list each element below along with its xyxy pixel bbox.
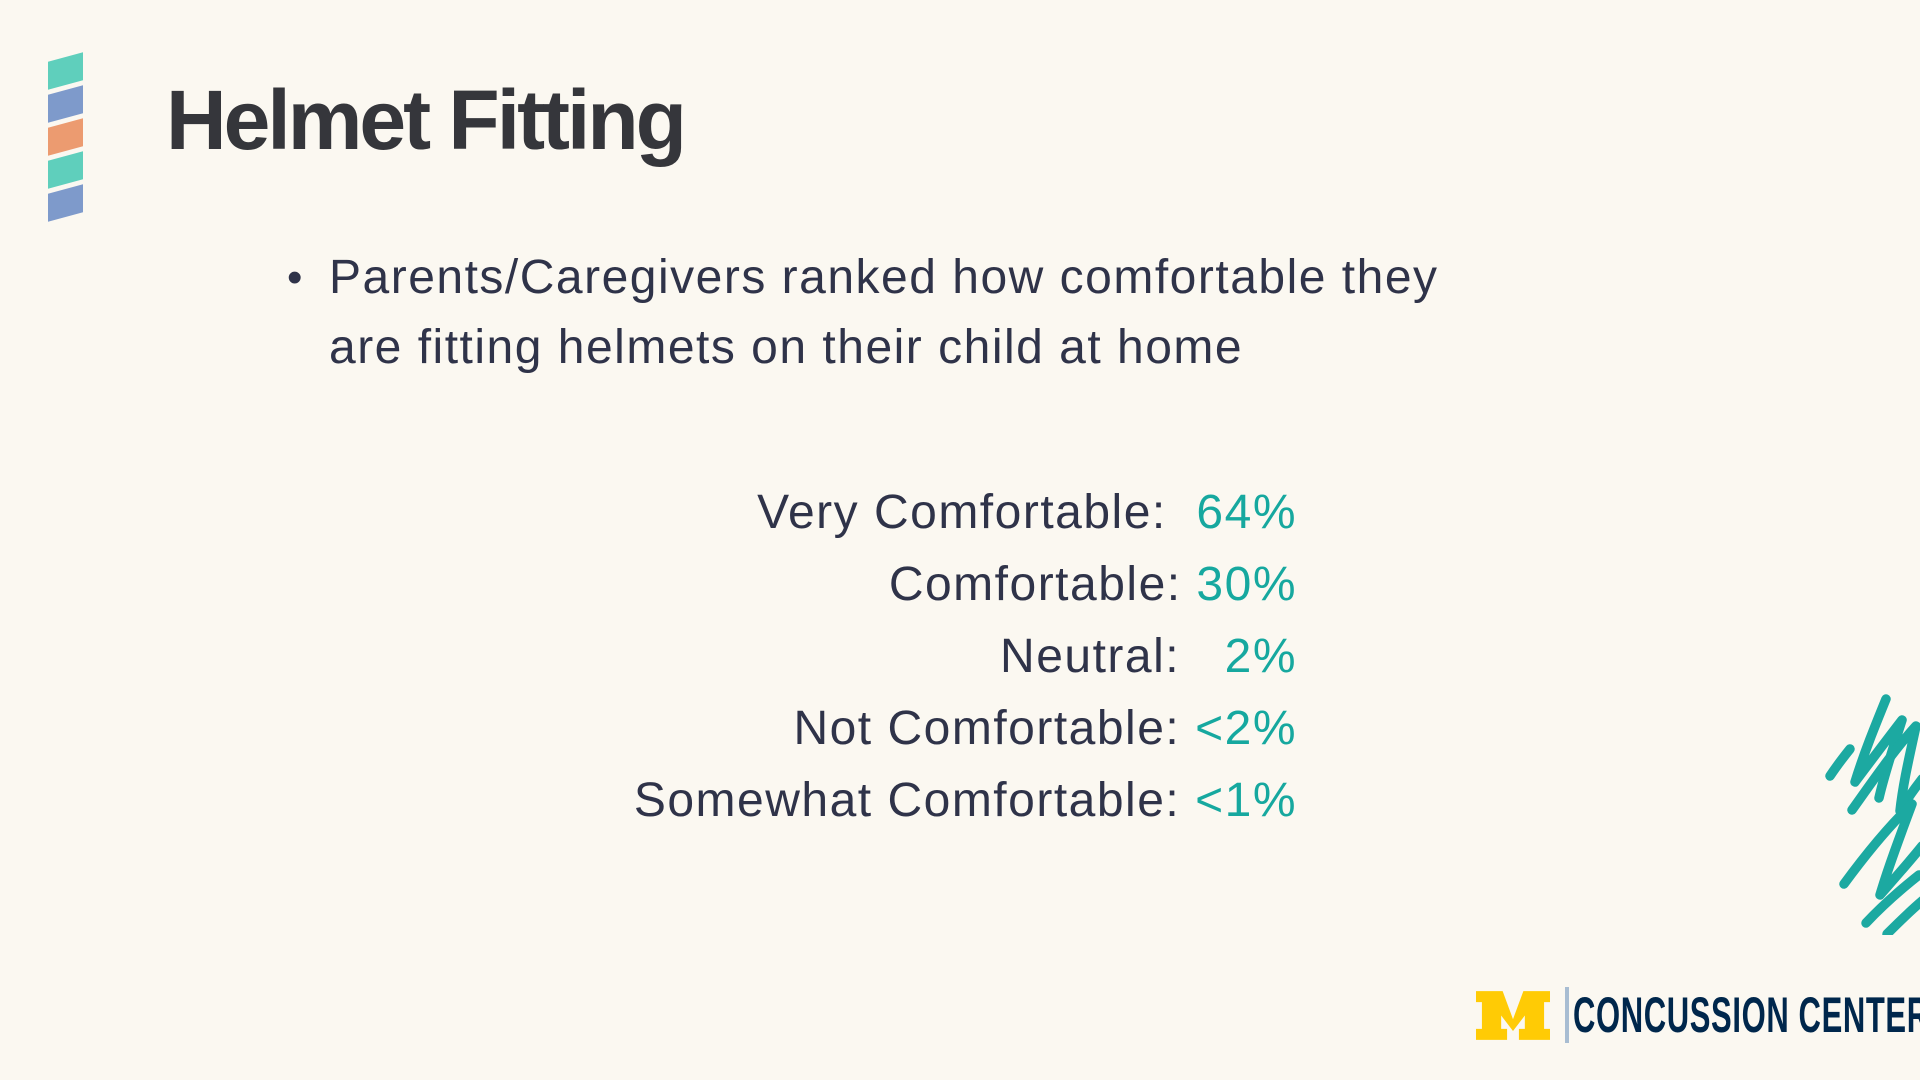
scribble-decoration-icon — [1825, 694, 1920, 935]
bullet-icon: • — [287, 253, 304, 302]
logo-divider — [1565, 987, 1569, 1043]
bullet-line-2: are fitting helmets on their child at ho… — [329, 321, 1244, 374]
chevron-decoration-icon — [48, 52, 83, 222]
chevron-bar-teal-1 — [48, 52, 83, 90]
bullet-item: • Parents/Caregivers ranked how comforta… — [287, 243, 1439, 383]
concussion-center-logo: CONCUSSION CENTER — [1476, 986, 1920, 1044]
stat-row-neutral: Neutral: 2% — [634, 621, 1297, 693]
bullet-line-1: Parents/Caregivers ranked how comfortabl… — [329, 251, 1439, 304]
stat-value: <2% — [1180, 702, 1297, 755]
chevron-bar-teal-2 — [48, 151, 83, 189]
stat-row-very-comfortable: Very Comfortable: 64% — [634, 477, 1297, 549]
chevron-bar-orange — [48, 118, 83, 156]
stat-label: Comfortable: — [888, 558, 1182, 611]
page-title: Helmet Fitting — [166, 73, 687, 167]
stats-list: Very Comfortable: 64% Comfortable: 30% N… — [634, 477, 1297, 837]
stat-row-comfortable: Comfortable: 30% — [634, 549, 1297, 621]
bullet-text: Parents/Caregivers ranked how comfortabl… — [329, 243, 1439, 383]
stat-label: Not Comfortable: — [793, 702, 1181, 755]
stat-value: <1% — [1180, 774, 1297, 827]
logo-text: CONCUSSION CENTER — [1573, 987, 1920, 1043]
stat-label: Very Comfortable: — [757, 486, 1167, 539]
stat-value: 30% — [1181, 558, 1297, 611]
stat-row-somewhat-comfortable: Somewhat Comfortable: <1% — [634, 765, 1297, 837]
stat-label: Neutral: — [1000, 630, 1181, 683]
stat-value: 2% — [1180, 630, 1297, 683]
michigan-block-m-icon — [1476, 990, 1550, 1040]
stat-row-not-comfortable: Not Comfortable: <2% — [634, 693, 1297, 765]
stat-label: Somewhat Comfortable: — [633, 774, 1181, 827]
stat-value: 64% — [1166, 486, 1297, 539]
chevron-bar-blue-2 — [48, 184, 83, 222]
chevron-bar-blue-1 — [48, 85, 83, 123]
